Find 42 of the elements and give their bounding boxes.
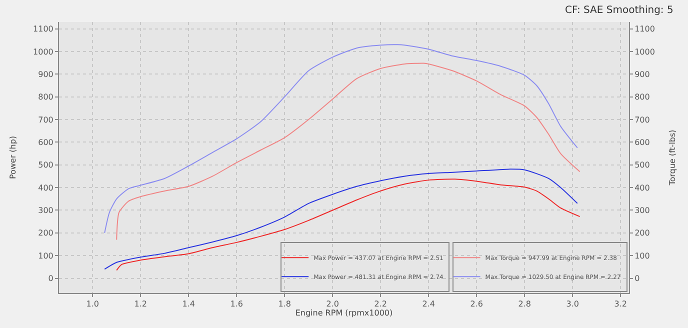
y2-tick-label: 800	[634, 92, 650, 102]
y2-tick-label: 0	[634, 274, 640, 284]
y2-tick-label: 100	[634, 251, 650, 260]
x-tick-label: 2.6	[470, 300, 483, 309]
y-tick-label: 500	[38, 160, 54, 170]
y-tick-label: 300	[38, 206, 54, 216]
y2-tick-label: 500	[634, 160, 650, 170]
y2-tick-label: 600	[634, 138, 650, 147]
x-axis-title: Engine RPM (rpmx1000)	[295, 308, 393, 318]
text: CF: SAE Smoothing: 5	[565, 5, 674, 16]
x-tick-label: 2.2	[374, 300, 387, 309]
y-axis-title: Power (hp)	[8, 136, 18, 180]
y2-tick-label: 700	[634, 115, 650, 124]
y2-tick-label: 900	[634, 70, 650, 79]
line-series	[104, 44, 578, 234]
x-tick-label: 2.8	[518, 300, 531, 309]
y-tick-label: 100	[38, 251, 54, 260]
x-tick-label: 1.4	[182, 300, 195, 309]
x-tick-label: 3.0	[566, 300, 579, 309]
y2-tick-label: 400	[634, 183, 650, 192]
x-tick-label: 3.2	[614, 300, 627, 309]
x-tick-label: 2.0	[326, 300, 339, 309]
line-series	[116, 62, 580, 240]
y-tick-label: 400	[38, 183, 54, 192]
y-tick-label: 0	[48, 274, 54, 284]
y-tick-label: 700	[38, 115, 54, 124]
y2-tick-label: 300	[634, 206, 650, 216]
y2-tick-label: 200	[634, 228, 650, 238]
x-tick-label: 2.4	[422, 300, 435, 309]
x-tick-label: 1.2	[134, 300, 147, 309]
y-tick-label: 1000	[33, 47, 54, 56]
y2-tick-label: 1100	[634, 24, 655, 34]
y-tick-label: 1100	[33, 24, 54, 34]
x-tick-label: 1.6	[230, 300, 243, 309]
x-tick-label: 1.8	[278, 300, 291, 309]
y2-tick-label: 1000	[634, 47, 655, 56]
y-tick-label: 200	[38, 228, 54, 238]
y-tick-label: 900	[38, 70, 54, 79]
y-tick-label: 800	[38, 92, 54, 102]
y2-axis-title: Torque (ft-lbs)	[668, 130, 678, 186]
x-tick-label: 1.0	[86, 300, 99, 309]
y-tick-label: 600	[38, 138, 54, 147]
